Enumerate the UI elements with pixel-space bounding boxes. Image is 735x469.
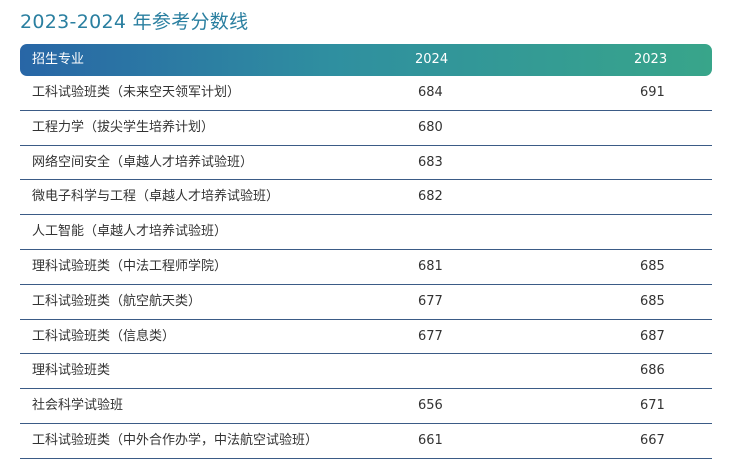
table-row: 工科试验班类（信息类） 677 687 (20, 320, 712, 355)
cell-2024: 677 (418, 328, 443, 344)
table-row: 工科试验班类（未来空天领军计划） 684 691 (20, 76, 712, 111)
table-row: 工科试验班类（航空航天类） 677 685 (20, 285, 712, 320)
cell-2023: 685 (640, 258, 665, 274)
cell-major: 工科试验班类（信息类） (32, 328, 176, 344)
table-header: 招生专业 2024 2023 (20, 44, 712, 76)
cell-2023: 691 (640, 85, 665, 100)
cell-major: 网络空间安全（卓越人才培养试验班） (32, 154, 254, 170)
header-2024: 2024 (415, 52, 449, 67)
page-title: 2023-2024 年参考分数线 (20, 11, 249, 33)
cell-major: 工科试验班类（航空航天类） (32, 293, 202, 309)
cell-2024: 680 (418, 119, 443, 135)
table-row: 社会科学试验班 656 671 (20, 389, 712, 424)
cell-2023: 685 (640, 293, 665, 309)
cell-major: 社会科学试验班 (32, 398, 124, 414)
cell-2023: 686 (640, 363, 665, 379)
cell-2024: 684 (418, 85, 443, 100)
table-row: 理科试验班类（中法工程师学院） 681 685 (20, 250, 712, 285)
cell-2024: 683 (418, 154, 443, 170)
table-row: 工科试验班类（中外合作办学，中法航空试验班） 661 667 (20, 424, 712, 459)
cell-2024: 677 (418, 293, 443, 309)
cell-2023: 671 (640, 398, 665, 414)
cell-major: 理科试验班类（中法工程师学院） (32, 258, 228, 274)
cell-2024: 682 (418, 189, 443, 205)
table-row: 人工智能（卓越人才培养试验班） (20, 215, 712, 250)
cell-major: 微电子科学与工程（卓越人才培养试验班） (32, 189, 280, 205)
cell-2024: 661 (418, 432, 443, 448)
cell-major: 人工智能（卓越人才培养试验班） (32, 224, 228, 240)
table-row: 理科试验班类 686 (20, 354, 712, 390)
cell-major: 理科试验班类 (32, 363, 111, 379)
cell-major: 工科试验班类（未来空天领军计划） (32, 85, 241, 100)
cell-major: 工程力学（拔尖学生培养计划） (32, 119, 215, 135)
cell-2023: 687 (640, 328, 665, 344)
cell-2023: 667 (640, 432, 665, 448)
header-2023: 2023 (634, 52, 668, 67)
score-table: 招生专业 2024 2023 工科试验班类（未来空天领军计划） 684 691 … (20, 44, 712, 459)
table-row: 网络空间安全（卓越人才培养试验班） 683 (20, 146, 712, 181)
table-row: 微电子科学与工程（卓越人才培养试验班） 682 (20, 180, 712, 216)
cell-major: 工科试验班类（中外合作办学，中法航空试验班） (32, 432, 319, 448)
table-row: 工程力学（拔尖学生培养计划） 680 (20, 111, 712, 146)
cell-2024: 656 (418, 398, 443, 414)
header-major: 招生专业 (32, 52, 85, 67)
cell-2024: 681 (418, 258, 443, 274)
